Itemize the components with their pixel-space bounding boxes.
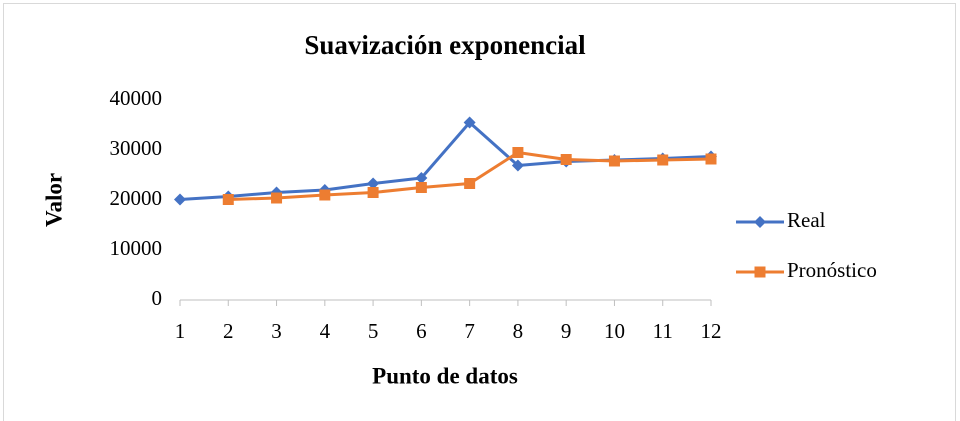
x-tick-label: 7 (464, 319, 475, 343)
data-point (512, 147, 524, 158)
x-tick-label: 4 (320, 319, 331, 343)
x-tick-label: 8 (513, 319, 524, 343)
x-tick-label: 1 (175, 319, 186, 343)
data-point (367, 187, 379, 198)
legend-label: Real (787, 208, 826, 232)
data-point (463, 116, 476, 129)
y-tick-label: 40000 (110, 86, 163, 110)
data-point (174, 193, 186, 206)
x-axis-title: Punto de datos (372, 363, 518, 388)
x-tick-label: 3 (271, 319, 282, 343)
chart-border (3, 3, 956, 421)
y-tick-label: 0 (152, 286, 163, 310)
data-point (367, 177, 380, 190)
x-tick-label: 11 (653, 319, 673, 343)
x-tick-label: 6 (416, 319, 427, 343)
x-tick-label: 12 (701, 319, 722, 343)
legend-marker (754, 216, 766, 228)
data-point (657, 154, 669, 166)
legend-marker (754, 266, 766, 278)
y-tick-label: 20000 (110, 186, 163, 210)
data-point (608, 155, 620, 167)
x-tick-label: 2 (223, 319, 234, 343)
data-point (415, 172, 428, 184)
data-point (705, 153, 717, 165)
data-point (319, 189, 331, 201)
y-tick-label: 30000 (110, 136, 163, 160)
chart-title: Suavización exponencial (304, 30, 586, 60)
x-tick-label: 9 (561, 319, 572, 343)
x-tick-label: 5 (368, 319, 379, 343)
y-tick-label: 10000 (110, 236, 163, 260)
data-point (464, 178, 476, 189)
legend-label: Pronóstico (787, 258, 877, 282)
data-point (511, 159, 524, 172)
data-point (222, 194, 234, 205)
data-point (560, 154, 572, 165)
y-axis-title: Valor (41, 173, 66, 227)
data-point (415, 182, 427, 193)
x-tick-label: 10 (604, 319, 625, 343)
data-point (271, 192, 283, 204)
